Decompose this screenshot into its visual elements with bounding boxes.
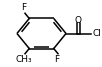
Text: F: F xyxy=(22,3,27,12)
Text: Cl: Cl xyxy=(93,29,102,38)
Text: O: O xyxy=(75,16,82,25)
Text: CH₃: CH₃ xyxy=(16,55,32,64)
Text: F: F xyxy=(54,55,60,64)
